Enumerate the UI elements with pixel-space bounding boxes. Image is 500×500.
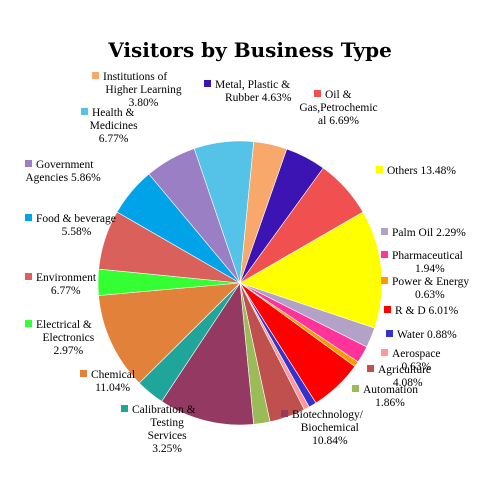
slice-label-2-line-1: 1.94% (415, 263, 445, 275)
slice-label-18-line-1: Rubber 4.63% (225, 92, 292, 104)
slice-label-6-line-0: Aerospace (392, 348, 441, 360)
slice-label-10-line-0: Calibration & (132, 404, 196, 416)
slice-label-8-line-1: 1.86% (375, 397, 405, 409)
slice-label-11-line-1: 11.04% (95, 382, 130, 394)
slice-label-16-line-1: Medicines (90, 120, 138, 132)
slice-label-3-line-1: 0.63% (415, 289, 445, 301)
pie-slice-0 (239, 211, 383, 329)
slice-label-19-line-0: Oil & (325, 89, 352, 101)
legend-marker-9 (281, 410, 288, 417)
slice-label-3-line-0: Power & Energy (392, 276, 469, 288)
legend-marker-18 (204, 80, 211, 87)
slice-label-13-line-1: 6.77% (51, 285, 81, 297)
slice-label-7-line-0: Agriculture (378, 364, 431, 376)
legend-marker-17 (92, 72, 99, 79)
slice-label-2-line-0: Pharmaceutical (392, 250, 463, 262)
slice-label-18-line-0: Metal, Plastic & (215, 79, 290, 91)
slice-label-1-line-0: Palm Oil 2.29% (392, 227, 466, 239)
slice-label-14-line-0: Food & beverage (36, 213, 116, 225)
slice-label-19-line-2: al 6.69% (318, 115, 359, 127)
slice-label-0-line-0: Others 13.48% (387, 165, 456, 177)
slice-label-19-line-1: Gas,Petrochemic (299, 102, 377, 114)
legend-marker-4 (384, 306, 391, 313)
legend-marker-1 (381, 228, 388, 235)
slice-label-4-line-0: R & D 6.01% (395, 305, 459, 317)
legend-marker-11 (80, 370, 87, 377)
slice-label-15-line-1: Agencies 5.86% (25, 172, 101, 184)
slice-label-14-line-1: 5.58% (62, 226, 92, 238)
legend-marker-8 (352, 385, 359, 392)
slice-label-17-line-1: Higher Learning (105, 84, 182, 96)
legend-marker-7 (367, 365, 374, 372)
legend-marker-15 (25, 160, 32, 167)
slice-label-5-line-0: Water 0.88% (397, 329, 457, 341)
slice-label-15-line-0: Government (36, 159, 94, 171)
legend-marker-12 (25, 320, 32, 327)
slice-label-12-line-0: Electrical & (36, 319, 92, 331)
legend-marker-5 (386, 330, 393, 337)
legend-marker-3 (381, 277, 388, 284)
slice-label-17-line-0: Institutions of (103, 71, 167, 83)
legend-marker-10 (121, 405, 128, 412)
slice-label-13-line-0: Environment (36, 272, 97, 284)
slice-label-17-line-2: 3.80% (129, 97, 159, 109)
legend-marker-6 (381, 349, 388, 356)
slice-label-9-line-0: Biotechnology/ (292, 409, 364, 421)
legend-marker-16 (81, 108, 88, 115)
slice-label-16-line-2: 6.77% (99, 133, 129, 145)
legend-marker-2 (381, 251, 388, 258)
legend-marker-19 (314, 90, 321, 97)
slice-label-9-line-2: 10.84% (312, 435, 348, 447)
slice-label-6-line-1: 0.63% (401, 361, 431, 373)
slice-label-12-line-2: 2.97% (54, 345, 84, 357)
legend-marker-13 (25, 273, 32, 280)
pie-slice-9 (161, 282, 254, 426)
slice-label-10-line-1: Testing (150, 417, 184, 429)
slice-label-10-line-3: 3.25% (152, 443, 182, 455)
slice-label-8-line-0: Automation (363, 384, 418, 396)
slice-label-7-line-1: 4.08% (393, 377, 423, 389)
legend-marker-0 (376, 166, 383, 173)
slice-labels: Others 13.48% Palm Oil 2.29% Pharmaceutica… (25, 71, 469, 455)
slice-label-9-line-1: Biochemical (301, 422, 359, 434)
slice-label-12-line-1: Electronics (43, 332, 95, 344)
slice-label-16-line-0: Health & (92, 107, 135, 119)
chart-title: Visitors by Business Type (107, 38, 392, 62)
pie-slices (97, 140, 383, 426)
slice-label-10-line-2: Services (148, 430, 187, 442)
pie-slice-11 (98, 282, 241, 384)
pie-slice-19 (239, 167, 364, 284)
legend-marker-14 (25, 214, 32, 221)
slice-label-11-line-0: Chemical (91, 369, 135, 381)
